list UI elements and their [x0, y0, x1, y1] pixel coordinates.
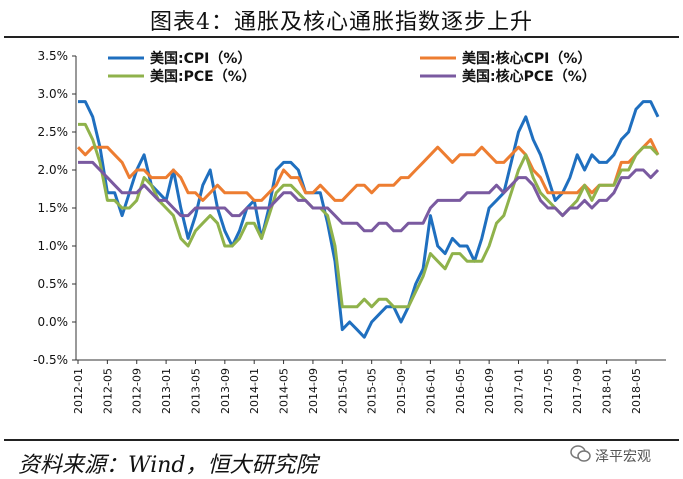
y-tick-label: 0.0%: [38, 315, 69, 329]
legend-label-2: 美国:核心CPI（%）: [462, 50, 591, 67]
x-tick-label: 2015-05: [366, 368, 379, 414]
series-line-3: [78, 122, 660, 309]
legend-label-3: 美国:PCE（%）: [150, 68, 256, 85]
y-tick-label: 1.0%: [38, 239, 69, 253]
y-tick-label: 0.5%: [38, 277, 69, 291]
x-tick-label: 2018-01: [601, 368, 614, 414]
watermark-text: 泽平宏观: [595, 449, 651, 465]
x-tick-label: 2016-09: [483, 368, 496, 414]
legend-label-4: 美国:核心PCE（%）: [462, 68, 596, 85]
y-tick-label: -0.5%: [33, 353, 68, 367]
wechat-icon: [570, 445, 591, 462]
x-tick-label: 2012-01: [72, 368, 85, 414]
x-tick-label: 2017-05: [542, 368, 555, 414]
x-tick-label: 2013-01: [160, 368, 173, 414]
line-chart: -0.5% 0.0% 0.5% 1.0% 1.5% 2.0% 2.5% 3.0% 3.5% 201…: [33, 49, 666, 414]
legend-label-1: 美国:CPI（%）: [150, 50, 251, 67]
x-tick-label: 2012-05: [101, 368, 114, 414]
title-divider: [4, 36, 679, 38]
x-tick-label: 2017-01: [513, 368, 526, 414]
footer-divider: [4, 439, 679, 441]
x-tick-label: 2012-09: [131, 368, 144, 414]
x-tick-label: 2018-05: [630, 368, 643, 414]
series-line-4: [78, 160, 660, 233]
x-tick-label: 2016-05: [454, 368, 467, 414]
x-tick-label: 2015-09: [395, 368, 408, 414]
series-line-2: [76, 138, 660, 202]
x-tick-label: 2017-09: [571, 368, 584, 414]
source-note: 资料来源：Wind，恒大研究院: [18, 453, 318, 478]
x-tick-label: 2015-01: [336, 368, 349, 414]
y-tick-label: 1.5%: [38, 201, 69, 215]
chart-title: 图表4：通胀及核心通胀指数逐步上升: [150, 10, 533, 35]
x-tick-label: 2013-05: [189, 368, 202, 414]
y-tick-label: 3.0%: [38, 87, 69, 101]
x-tick-label: 2013-09: [219, 368, 232, 414]
x-tick-label: 2016-01: [424, 368, 437, 414]
y-tick-label: 3.5%: [38, 49, 69, 63]
x-tick-label: 2014-05: [278, 368, 291, 414]
y-tick-label: 2.0%: [38, 163, 69, 177]
x-tick-label: 2014-01: [248, 368, 261, 414]
x-tick-label: 2014-09: [307, 368, 320, 414]
y-tick-label: 2.5%: [38, 125, 69, 139]
